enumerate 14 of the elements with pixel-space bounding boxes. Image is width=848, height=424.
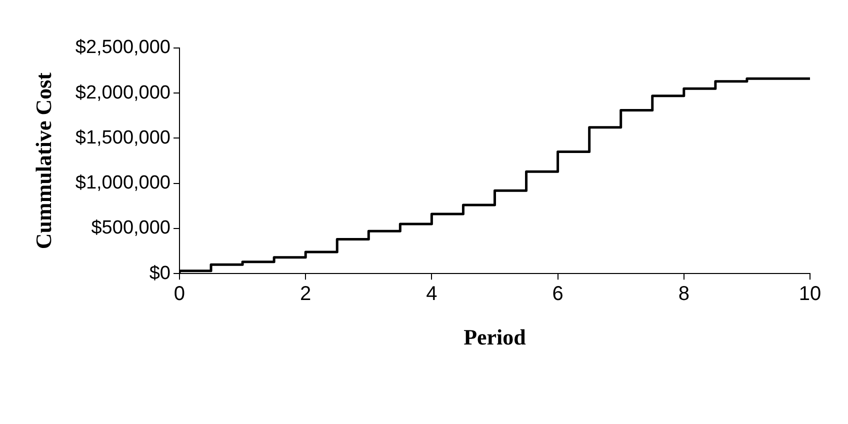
y-tick-label: $0 bbox=[149, 262, 170, 284]
x-tick-label: 0 bbox=[174, 283, 186, 306]
y-tick-label: $2,000,000 bbox=[75, 82, 170, 104]
x-tick-label: 8 bbox=[678, 283, 690, 306]
y-axis-title: Cummulative Cost bbox=[30, 72, 56, 250]
x-tick-label: 6 bbox=[552, 283, 564, 306]
x-tick-label: 4 bbox=[426, 283, 438, 306]
x-tick-label: 2 bbox=[300, 283, 312, 306]
y-tick-label: $1,000,000 bbox=[75, 172, 170, 194]
y-tick-label: $2,500,000 bbox=[75, 37, 170, 58]
y-tick-label: $1,500,000 bbox=[75, 127, 170, 148]
x-tick-label: 10 bbox=[798, 283, 822, 306]
x-axis-title: Period bbox=[464, 324, 526, 350]
y-tick-label: $500,000 bbox=[91, 218, 170, 239]
